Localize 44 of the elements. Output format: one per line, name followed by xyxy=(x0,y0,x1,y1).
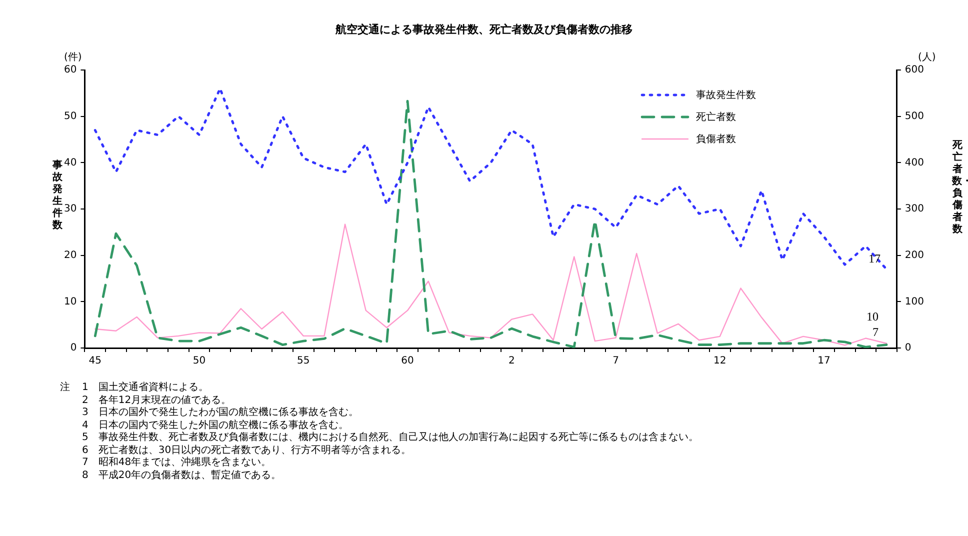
x-tick-label: 50 xyxy=(192,356,206,367)
y2-axis-title: 死亡者数・負傷者数 xyxy=(952,140,968,236)
data-label: 7 xyxy=(872,324,878,339)
chart-title: 航空交通による事故発生件数、死亡者数及び負傷者数の推移 xyxy=(334,22,634,37)
text: 5 事故発生件数、死亡者数及び負傷者数には、機内における自然死、自己又は他人の加害行為に起因する死亡等に係るものは含まない。 xyxy=(81,432,698,444)
y2-tick-label: 200 xyxy=(904,250,924,261)
y-tick-label: 20 xyxy=(64,250,77,261)
y-tick-label: 60 xyxy=(64,64,77,76)
y2-tick-label: 600 xyxy=(904,64,924,76)
y2-tick-label: 500 xyxy=(904,110,924,122)
y-tick-label: 30 xyxy=(64,204,77,215)
y-tick-label: 0 xyxy=(70,342,77,354)
text: 2 各年12月末現在の値である。 xyxy=(81,394,232,406)
x-tick-label: 7 xyxy=(612,356,619,367)
x-tick-label: 12 xyxy=(714,356,726,367)
text: 3 日本の国外で発生したわが国の航空機に係る事故を含む。 xyxy=(81,407,360,420)
y-tick-label: 40 xyxy=(64,157,77,168)
text: (人) xyxy=(918,51,936,64)
text: 8 平成20年の負傷者数は、暫定値である。 xyxy=(81,470,282,482)
text: 6 死亡者数は、30日以内の死亡者数であり、行方不明者等が含まれる。 xyxy=(81,444,412,456)
data-label: 10 xyxy=(866,310,878,324)
y2-tick-label: 100 xyxy=(904,296,924,308)
legend-label: 事故発生件数 xyxy=(696,88,756,102)
data-label: 17 xyxy=(868,251,880,266)
legend-label: 死亡者数 xyxy=(696,110,736,124)
x-tick-label: 55 xyxy=(297,356,310,367)
x-tick-label: 60 xyxy=(401,356,414,367)
line-series xyxy=(94,87,888,270)
text: 1 国土交通省資料による。 xyxy=(82,382,208,393)
x-tick-label: 45 xyxy=(88,356,102,367)
x-tick-label: 17 xyxy=(818,356,830,367)
y-axis-title: 事故発生件数 xyxy=(52,160,63,232)
y2-tick-label: 0 xyxy=(904,342,912,354)
line-series xyxy=(94,100,888,348)
text: 7 昭和48年までは、沖縄県を含まない。 xyxy=(81,457,272,470)
y-tick-label: 50 xyxy=(64,110,77,122)
text: 注 xyxy=(60,382,70,394)
y2-tick-label: 300 xyxy=(904,204,924,215)
x-tick-label: 2 xyxy=(508,356,515,367)
legend-label: 負傷者数 xyxy=(696,132,736,146)
text: (件) xyxy=(64,51,82,64)
y-tick-label: 10 xyxy=(64,296,77,308)
y2-tick-label: 400 xyxy=(904,157,924,168)
text: 4 日本の国内で発生した外国の航空機に係る事故を含む。 xyxy=(81,420,350,432)
